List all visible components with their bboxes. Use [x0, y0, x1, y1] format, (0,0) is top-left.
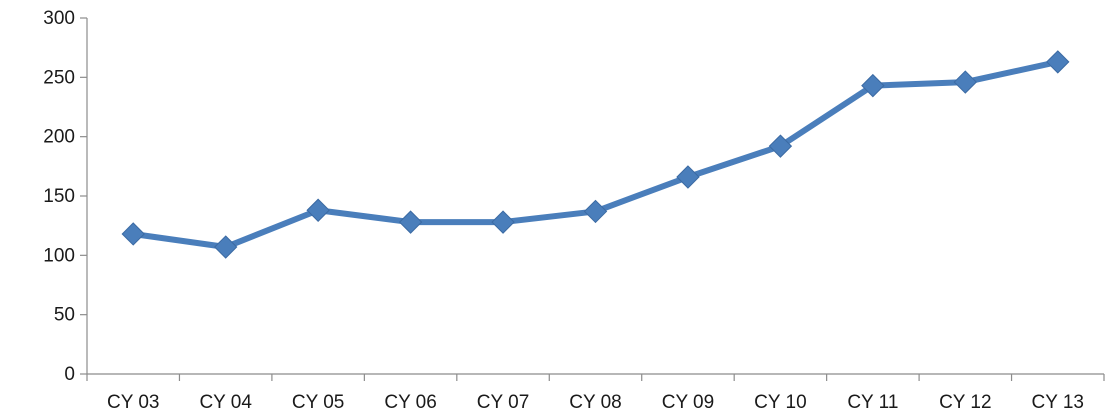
y-tick-label: 0	[64, 364, 75, 385]
y-tick-label: 150	[43, 186, 75, 207]
x-tick-label: CY 11	[847, 392, 898, 413]
x-axis: CY 03 CY 04 CY 05 CY 06 CY 07 CY 08 CY 09 CY 10…	[86, 373, 1105, 413]
y-tick-label: 200	[43, 127, 75, 148]
data-point-marker	[491, 210, 515, 234]
data-point-marker	[213, 235, 238, 259]
x-tick-label: CY 03	[107, 392, 159, 413]
x-tick-label: CY 08	[569, 392, 621, 413]
data-point-marker	[1046, 50, 1070, 74]
x-tick-label: CY 07	[477, 392, 529, 413]
y-axis: 0 50 100 150 200 250 300	[43, 8, 88, 385]
data-point-marker	[676, 165, 700, 189]
x-tick-label: CY 05	[292, 392, 344, 413]
x-tick-label: CY 12	[939, 392, 991, 413]
data-point-marker	[121, 222, 145, 246]
x-tick-label: CY 13	[1032, 392, 1084, 413]
data-point-marker	[583, 199, 608, 224]
x-tick-label: CY 10	[754, 392, 806, 413]
y-tick-label: 250	[43, 67, 75, 88]
data-point-marker	[861, 73, 885, 98]
data-point-marker	[398, 210, 423, 234]
x-tick-label: CY 09	[662, 392, 714, 413]
y-tick-label: 50	[54, 305, 75, 326]
data-point-marker	[306, 198, 330, 222]
series-line-group	[121, 50, 1070, 259]
x-tick-label: CY 06	[384, 392, 436, 413]
y-tick-label: 300	[43, 8, 75, 29]
y-tick-label: 100	[43, 245, 75, 266]
data-point-marker	[768, 134, 793, 158]
x-tick-label: CY 04	[199, 392, 252, 413]
data-point-marker	[953, 70, 978, 94]
